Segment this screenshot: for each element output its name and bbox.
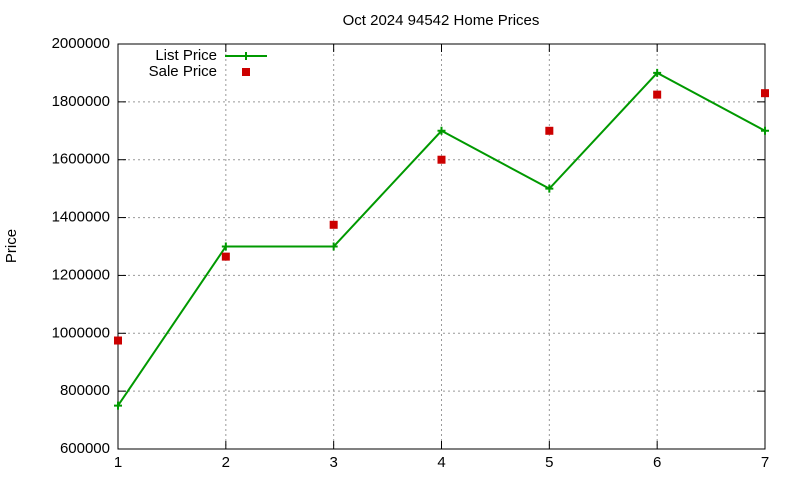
legend-marker: [242, 68, 250, 76]
plot-border: [117, 43, 766, 450]
chart-title: Oct 2024 94542 Home Prices: [343, 12, 540, 29]
point: [329, 220, 338, 229]
y-tick-label: 1800000: [52, 93, 110, 110]
x-tick-label: 2: [222, 454, 230, 471]
point: [761, 126, 769, 135]
legend-label: List Price: [155, 47, 217, 64]
x-tick-label: 1: [114, 454, 122, 471]
x-tick-label: 4: [437, 454, 445, 471]
point: [437, 126, 446, 135]
y-tick-label: 600000: [60, 440, 110, 457]
point: [545, 126, 554, 135]
y-axis-label: Price: [3, 229, 20, 263]
point: [329, 242, 338, 251]
point: [221, 242, 230, 251]
point: [114, 401, 122, 410]
x-tick-label: 6: [653, 454, 661, 471]
point: [437, 155, 446, 164]
y-tick-label: 800000: [60, 382, 110, 399]
legend-label: Sale Price: [149, 63, 217, 80]
y-tick-label: 2000000: [52, 35, 110, 52]
point: [653, 90, 662, 99]
y-tick-label: 1000000: [52, 324, 110, 341]
x-tick-label: 3: [329, 454, 337, 471]
y-tick-label: 1600000: [52, 151, 110, 168]
point: [114, 336, 122, 345]
point: [221, 252, 230, 261]
x-tick-label: 5: [545, 454, 553, 471]
x-tick-label: 7: [761, 454, 769, 471]
legend-marker: [242, 52, 250, 60]
point: [761, 89, 769, 98]
point: [545, 184, 554, 193]
point: [653, 68, 662, 77]
y-tick-label: 1400000: [52, 209, 110, 226]
y-tick-label: 1200000: [52, 266, 110, 283]
